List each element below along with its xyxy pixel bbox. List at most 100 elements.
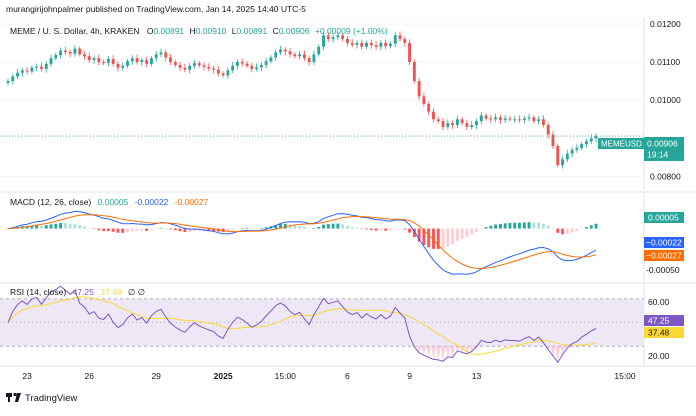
candle-body	[412, 62, 416, 82]
candle-body	[331, 37, 335, 40]
candle-body	[302, 54, 306, 59]
candle-body	[312, 54, 316, 62]
candle-body	[221, 73, 225, 76]
symbol-name: MEME / U. S. Dollar, 4h, KRAKEN	[10, 26, 139, 36]
candle-body	[422, 96, 426, 104]
candle-body	[580, 144, 584, 148]
macd-hist-bar	[207, 228, 211, 231]
candle-body	[20, 70, 24, 73]
macd-hist-bar	[389, 228, 392, 231]
candle-body	[140, 60, 144, 62]
candle-body	[274, 52, 278, 58]
candle-body	[427, 104, 431, 112]
candle-body	[73, 48, 77, 54]
candle-body	[188, 65, 192, 70]
macd-title: MACD (12, 26, close)	[10, 197, 91, 207]
candle-body	[551, 134, 555, 146]
ohlc-l: 0.00891	[237, 26, 268, 36]
price-axis: 0.01200 0.01100 0.01000 0.00800	[650, 19, 681, 182]
macd-hist-bar	[494, 224, 498, 229]
candle-body	[87, 56, 91, 61]
candle-body	[417, 81, 421, 97]
rsi-pane[interactable]: RSI (14, close) 47.25 37.48 ∅ ∅ 60.00 47…	[0, 284, 684, 365]
candle-body	[83, 54, 86, 57]
macd-histogram	[6, 222, 598, 249]
macd-hist-bar	[537, 222, 541, 229]
macd-hist-bar	[279, 224, 282, 229]
macd-hist-bar	[87, 228, 91, 229]
macd-hist-bar	[589, 225, 593, 229]
macd-hist-bar	[255, 228, 259, 229]
macd-hist-bar	[489, 225, 493, 229]
macd-hist-bar	[594, 223, 598, 229]
signal-line	[7, 214, 597, 270]
candle-body	[30, 67, 34, 72]
candle-body	[446, 123, 450, 127]
macd-hist-bar	[341, 224, 345, 229]
candle-body	[475, 121, 478, 125]
rsi-ma-tag	[644, 327, 684, 338]
macd-hist-tag	[644, 212, 684, 223]
macd-hist-bar	[522, 222, 526, 229]
candle-body	[489, 118, 493, 120]
candle-body	[11, 76, 15, 82]
candle-body	[585, 141, 588, 145]
rsi-tag-value: 47.25	[648, 316, 670, 326]
candle-body	[393, 35, 397, 44]
candle-body	[565, 153, 569, 160]
candle-body	[460, 119, 464, 124]
rsi-value: 47.25	[73, 287, 95, 297]
candle-body	[197, 63, 201, 66]
macd-hist-bar	[345, 225, 349, 229]
tradingview-brand[interactable]: TradingView	[6, 392, 77, 404]
candle-body	[432, 111, 435, 120]
candle-body	[527, 117, 531, 119]
symbol-tag-label: MEMEUSD	[601, 140, 642, 149]
candle-body	[484, 115, 488, 119]
candle-body	[116, 63, 120, 68]
macd-hist-bar	[446, 228, 450, 247]
candle-body	[293, 54, 297, 57]
candle-body	[63, 50, 67, 53]
candle-body	[403, 39, 407, 43]
candle-body	[121, 65, 125, 68]
macd-hist-bar	[63, 223, 67, 229]
macd-hist-bar	[97, 228, 101, 231]
macd-hist-bar	[154, 228, 158, 230]
macd-hist-bar	[169, 228, 172, 230]
macd-pane[interactable]: MACD (12, 26, close) 0.00005 -0.00022 -0…	[6, 193, 684, 282]
macd-hist-bar	[527, 222, 531, 229]
macd-hist-bar	[556, 228, 560, 233]
macd-hist-bar	[393, 228, 397, 230]
bar-countdown: 19:14	[647, 150, 669, 160]
candle-body	[360, 42, 364, 47]
time-axis: 23 26 29 2025 15:00 6 9 13 15:00	[22, 371, 636, 381]
macd-hist-bar	[54, 223, 58, 229]
macd-hist-bar	[226, 228, 230, 232]
ohlc-change: +0.00009 (+1.00%)	[315, 26, 388, 36]
macd-hist-bar	[427, 228, 431, 248]
macd-hist-bar	[465, 228, 469, 237]
candle-body	[541, 119, 545, 125]
candle-body	[479, 115, 483, 122]
candle-body	[374, 45, 378, 47]
candle-body	[326, 35, 330, 40]
candle-body	[532, 117, 536, 122]
macd-hist-bar	[360, 228, 364, 230]
price-axis-tick: 0.01100	[650, 57, 680, 67]
rsi-axis-tick-20: 20.00	[648, 351, 670, 361]
candle-body	[16, 72, 19, 77]
candle-body	[522, 118, 526, 121]
macd-hist-bar	[73, 223, 77, 229]
candle-body	[470, 125, 474, 127]
price-pane[interactable]: 0.01200 0.01100 0.01000 0.00800 MEMEUSD 0.0…	[0, 18, 684, 190]
signal-tag	[644, 250, 684, 261]
macd-line	[7, 210, 597, 275]
macd-hist-bar	[369, 228, 373, 230]
svg-text:MEME / U. S. Dollar, 4h, KRAKE: MEME / U. S. Dollar, 4h, KRAKEN O0.00891…	[10, 26, 388, 36]
candle-body	[345, 39, 349, 43]
rsi-ma-tag-value: 37.48	[648, 328, 670, 338]
candle-body	[135, 58, 139, 62]
candle-body	[178, 65, 182, 68]
